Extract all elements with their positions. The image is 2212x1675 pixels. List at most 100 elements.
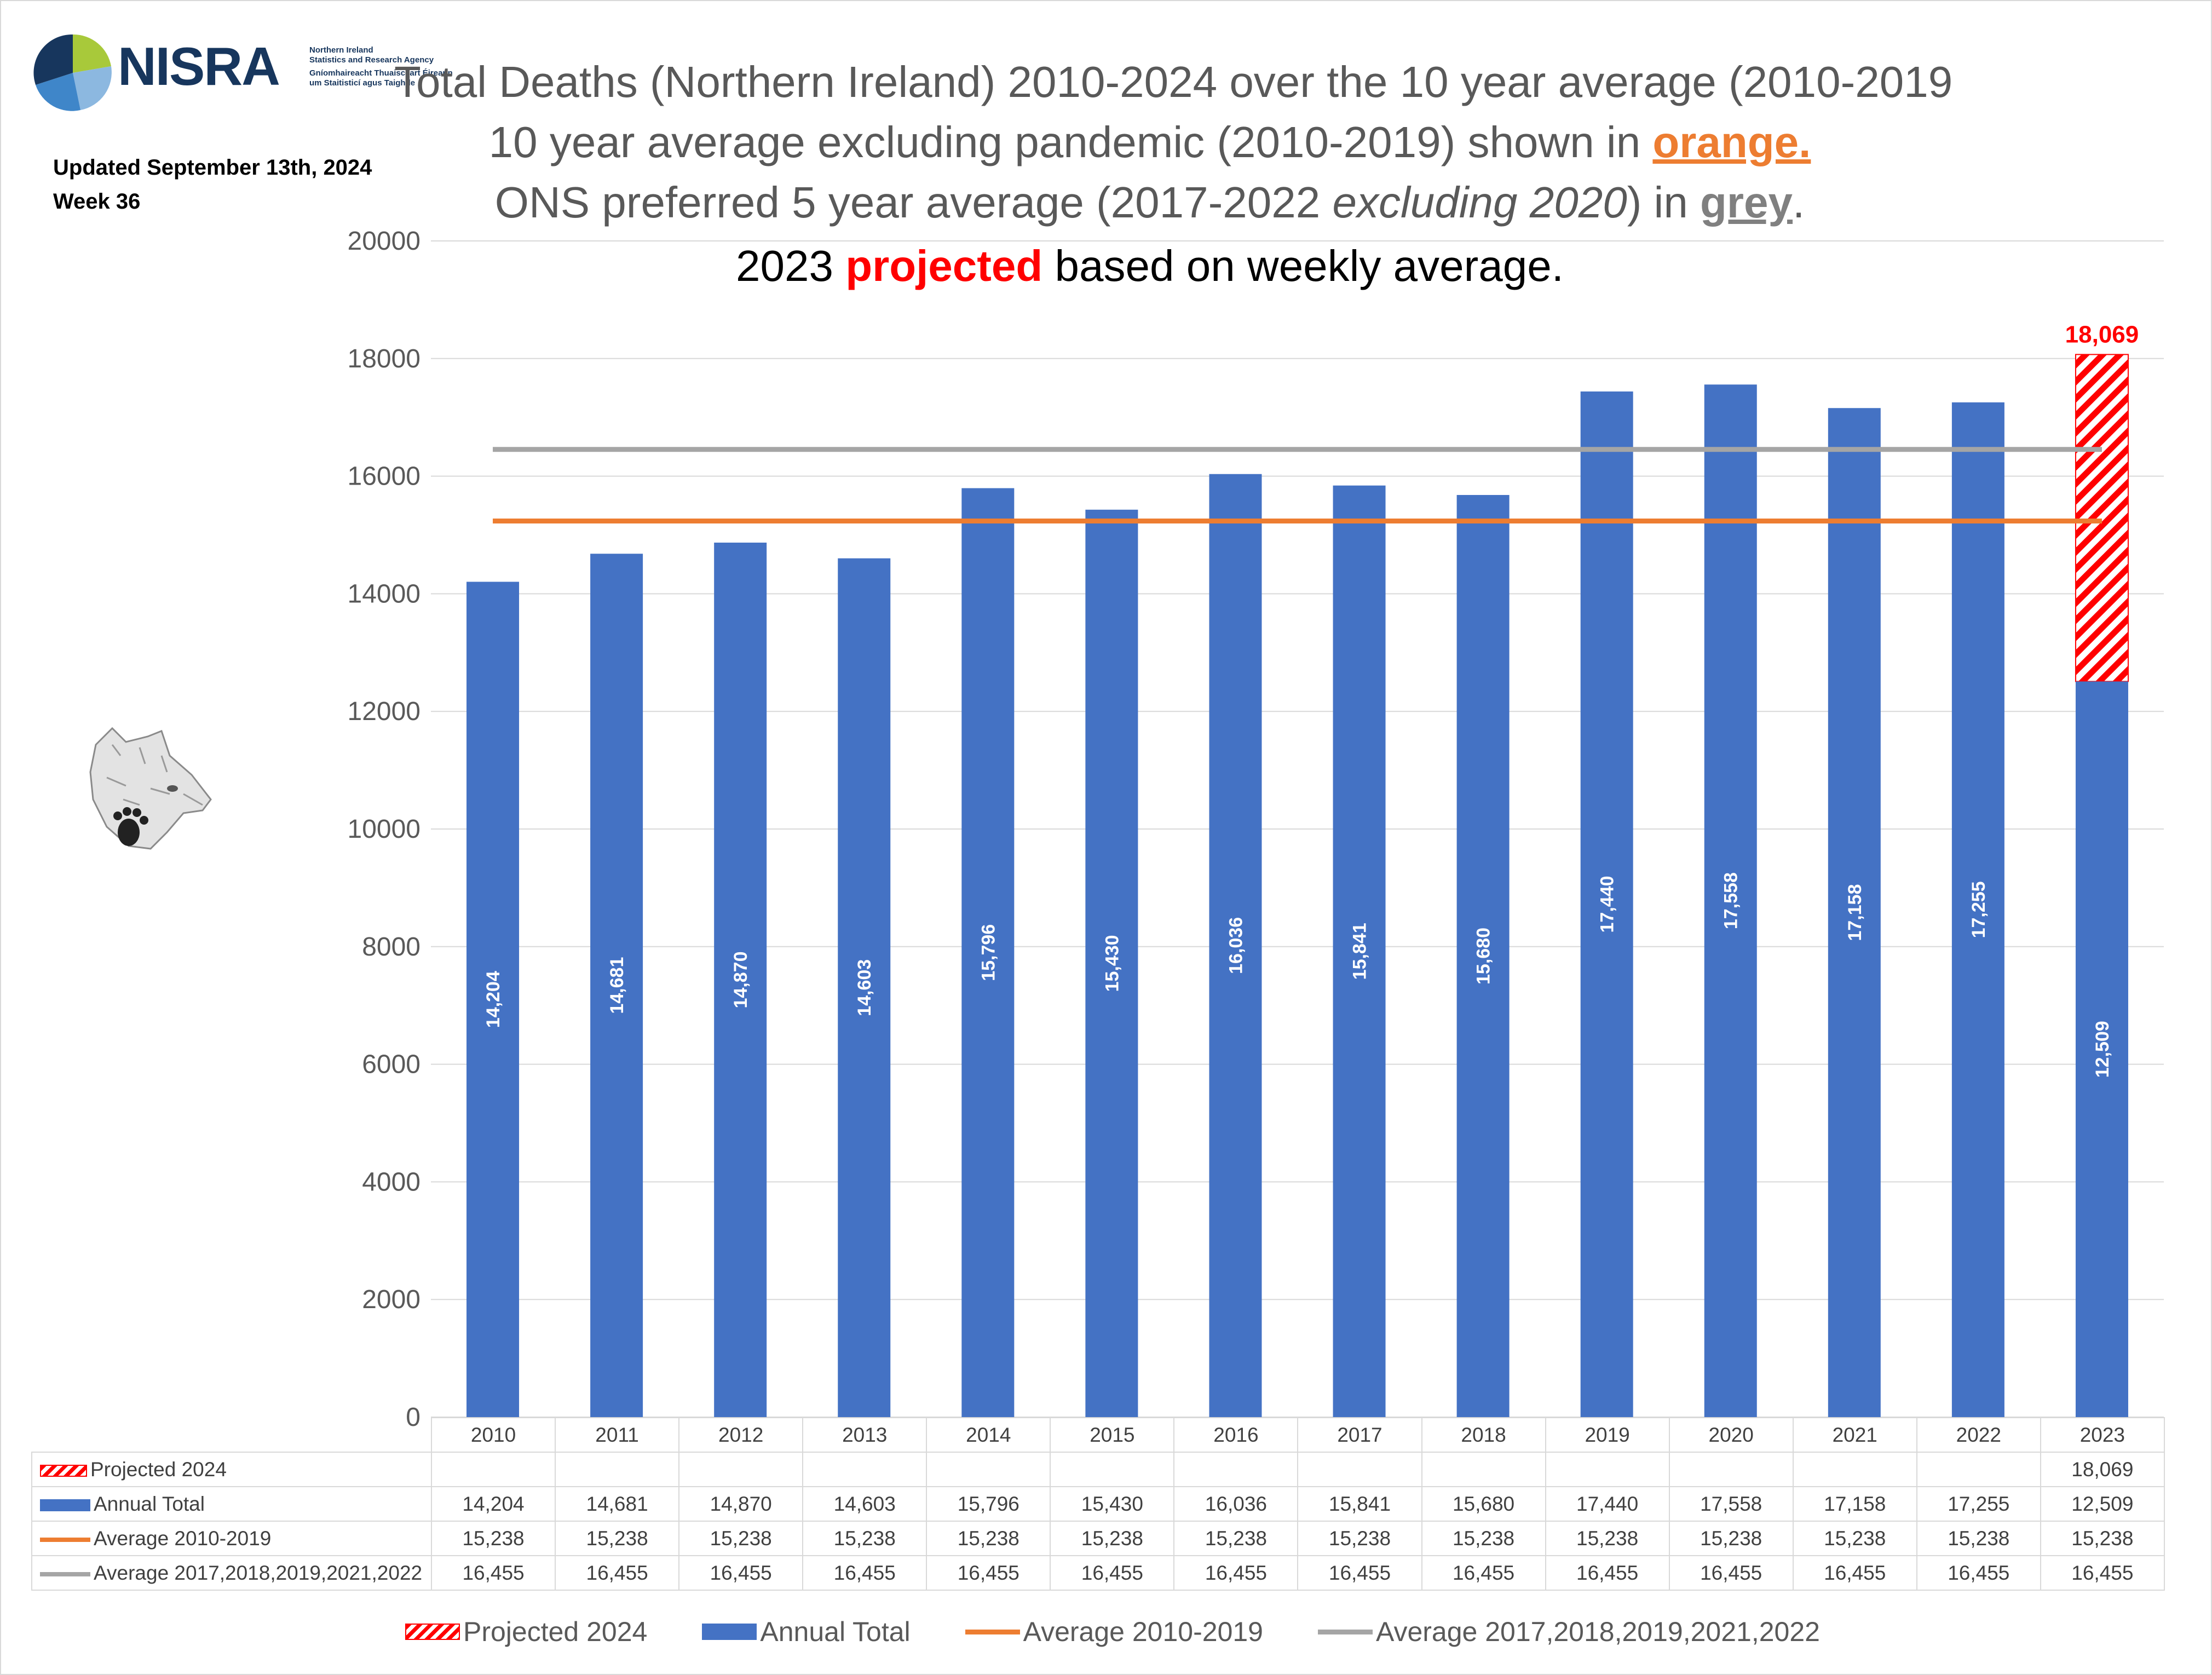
data-label-annual: 17,440 xyxy=(1597,876,1618,933)
table-row-header: Annual Total xyxy=(31,1486,432,1522)
updated-date: Updated September 13th, 2024 xyxy=(53,156,372,180)
y-tick-label: 4000 xyxy=(362,1167,420,1196)
logo-subtitle-3: Gníomhaireacht Thuaisceart Éireann xyxy=(309,68,453,78)
title-text-4a: 2023 xyxy=(736,241,846,290)
nisra-wordmark: NISRA xyxy=(118,36,280,96)
table-cell: 16,455 xyxy=(802,1555,928,1591)
table-cell: 17,558 xyxy=(1668,1486,1794,1522)
data-label-annual: 17,558 xyxy=(1721,872,1742,929)
table-cell xyxy=(1792,1452,1917,1487)
x-tick-label: 2012 xyxy=(678,1417,804,1453)
table-cell xyxy=(1050,1452,1175,1487)
data-label-annual: 15,796 xyxy=(978,924,999,981)
legend-item-projected: Projected 2024 xyxy=(405,1616,647,1648)
y-tick-label: 14000 xyxy=(348,579,420,608)
table-cell xyxy=(1421,1452,1546,1487)
table-cell: 15,238 xyxy=(1421,1521,1546,1556)
bar-annual-total xyxy=(1085,509,1138,1417)
chart-title-line-1: Total Deaths (Northern Ireland) 2010-202… xyxy=(394,55,1952,110)
table-cell: 16,455 xyxy=(1050,1555,1175,1591)
table-series-name: Average 2010-2019 xyxy=(94,1527,272,1550)
table-cell: 15,680 xyxy=(1421,1486,1546,1522)
bar-annual-total xyxy=(961,488,1015,1418)
table-cell: 15,238 xyxy=(802,1521,928,1556)
legend-label-avg-orange: Average 2010-2019 xyxy=(1023,1616,1263,1647)
legend-label-avg-grey: Average 2017,2018,2019,2021,2022 xyxy=(1376,1616,1820,1647)
data-label-annual: 12,509 xyxy=(2092,1021,2113,1078)
title-text-1: Total Deaths (Northern Ireland) 2010-202… xyxy=(394,57,1953,106)
table-cell xyxy=(1916,1452,2041,1487)
table-row-header: Average 2017,2018,2019,2021,2022 xyxy=(31,1555,432,1591)
table-row-header: Average 2010-2019 xyxy=(31,1521,432,1556)
bar-annual-total xyxy=(838,558,891,1417)
table-cell xyxy=(1545,1452,1670,1487)
table-series-swatch xyxy=(40,1464,87,1477)
data-label-projected: 18,069 xyxy=(2065,321,2139,348)
data-label-annual: 17,158 xyxy=(1845,884,1865,941)
title-text-3a: ONS preferred 5 year average (2017-2022 xyxy=(494,178,1333,227)
table-cell: 15,238 xyxy=(678,1521,804,1556)
table-row: Average 2010-2019 15,238 15,238 15,238 15,23… xyxy=(31,1521,2165,1556)
table-cell xyxy=(678,1452,804,1487)
table-series-name: Projected 2024 xyxy=(90,1458,227,1481)
table-row-header: Projected 2024 xyxy=(31,1452,432,1487)
x-tick-label: 2020 xyxy=(1668,1417,1794,1453)
table-cell: 16,455 xyxy=(2040,1555,2165,1591)
table-cell: 16,455 xyxy=(1668,1555,1794,1591)
table-cell: 15,238 xyxy=(926,1521,1051,1556)
table-cell: 15,238 xyxy=(1173,1521,1299,1556)
bar-annual-total xyxy=(1209,474,1262,1417)
logo-subtitle-1: Northern Ireland xyxy=(309,45,373,55)
y-tick-label: 16000 xyxy=(348,462,420,491)
table-cell xyxy=(1668,1452,1794,1487)
table-series-swatch xyxy=(40,1499,90,1511)
table-cell xyxy=(802,1452,928,1487)
table-cell: 16,455 xyxy=(1792,1555,1917,1591)
gridlines xyxy=(431,240,2164,1418)
table-cell: 16,455 xyxy=(678,1555,804,1591)
bar-annual-total xyxy=(2075,681,2128,1417)
table-cell xyxy=(1173,1452,1299,1487)
table-cell: 16,455 xyxy=(926,1555,1051,1591)
table-row: Annual Total 14,204 14,681 14,870 14,603 15,7… xyxy=(31,1486,2165,1522)
table-cell: 16,455 xyxy=(1421,1555,1546,1591)
chart-title-line-3: ONS preferred 5 year average (2017-2022 … xyxy=(394,175,1905,230)
title-red-highlight: projected xyxy=(845,241,1043,290)
table-series-swatch xyxy=(40,1537,90,1542)
x-tick-label: 2016 xyxy=(1173,1417,1299,1453)
title-italic: excluding 2020 xyxy=(1332,178,1627,227)
data-label-annual: 16,036 xyxy=(1225,917,1246,974)
table-cell xyxy=(926,1452,1051,1487)
legend-item-avg-grey: Average 2017,2018,2019,2021,2022 xyxy=(1318,1616,1820,1648)
table-cell: 15,238 xyxy=(1050,1521,1175,1556)
bar-annual-total xyxy=(1828,408,1881,1418)
bar-annual-total xyxy=(1333,485,1386,1418)
table-cell: 15,238 xyxy=(1668,1521,1794,1556)
updated-week: Week 36 xyxy=(53,189,141,214)
table-cell: 17,158 xyxy=(1792,1486,1917,1522)
x-tick-label: 2011 xyxy=(555,1417,680,1453)
data-label-annual: 14,603 xyxy=(854,959,875,1016)
table-header-row: 2010 2011 2012 2013 2014 2015 2016 2017 2018 2019… xyxy=(32,1417,2165,1453)
data-label-annual: 15,430 xyxy=(1102,935,1122,992)
table-cell: 15,430 xyxy=(1050,1486,1175,1522)
bar-projected xyxy=(2075,354,2129,682)
average-lines xyxy=(493,447,2102,523)
table-row: Average 2017,2018,2019,2021,2022 16,455 16… xyxy=(31,1555,2165,1591)
x-tick-label: 2015 xyxy=(1050,1417,1175,1453)
legend-swatch-projected xyxy=(405,1624,460,1640)
table-cell: 17,255 xyxy=(1916,1486,2041,1522)
updated-note: Updated September 13th, 2024 Week 36 xyxy=(53,151,372,218)
legend-item-annual: Annual Total xyxy=(702,1616,911,1648)
title-text-3b: ) in xyxy=(1627,178,1701,227)
table-cell: 16,455 xyxy=(430,1555,556,1591)
nisra-logo: NISRA Northern Ireland Statistics and Re… xyxy=(30,30,453,112)
y-axis-ticks: 0200040006000800010000120001400016000180… xyxy=(348,227,420,1432)
x-tick-label: 2010 xyxy=(430,1417,556,1453)
table-cell xyxy=(430,1452,556,1487)
table-series-name: Average 2017,2018,2019,2021,2022 xyxy=(94,1561,423,1584)
table-cell: 15,238 xyxy=(555,1521,680,1556)
x-tick-label: 2017 xyxy=(1297,1417,1422,1453)
y-tick-label: 12000 xyxy=(348,697,420,726)
